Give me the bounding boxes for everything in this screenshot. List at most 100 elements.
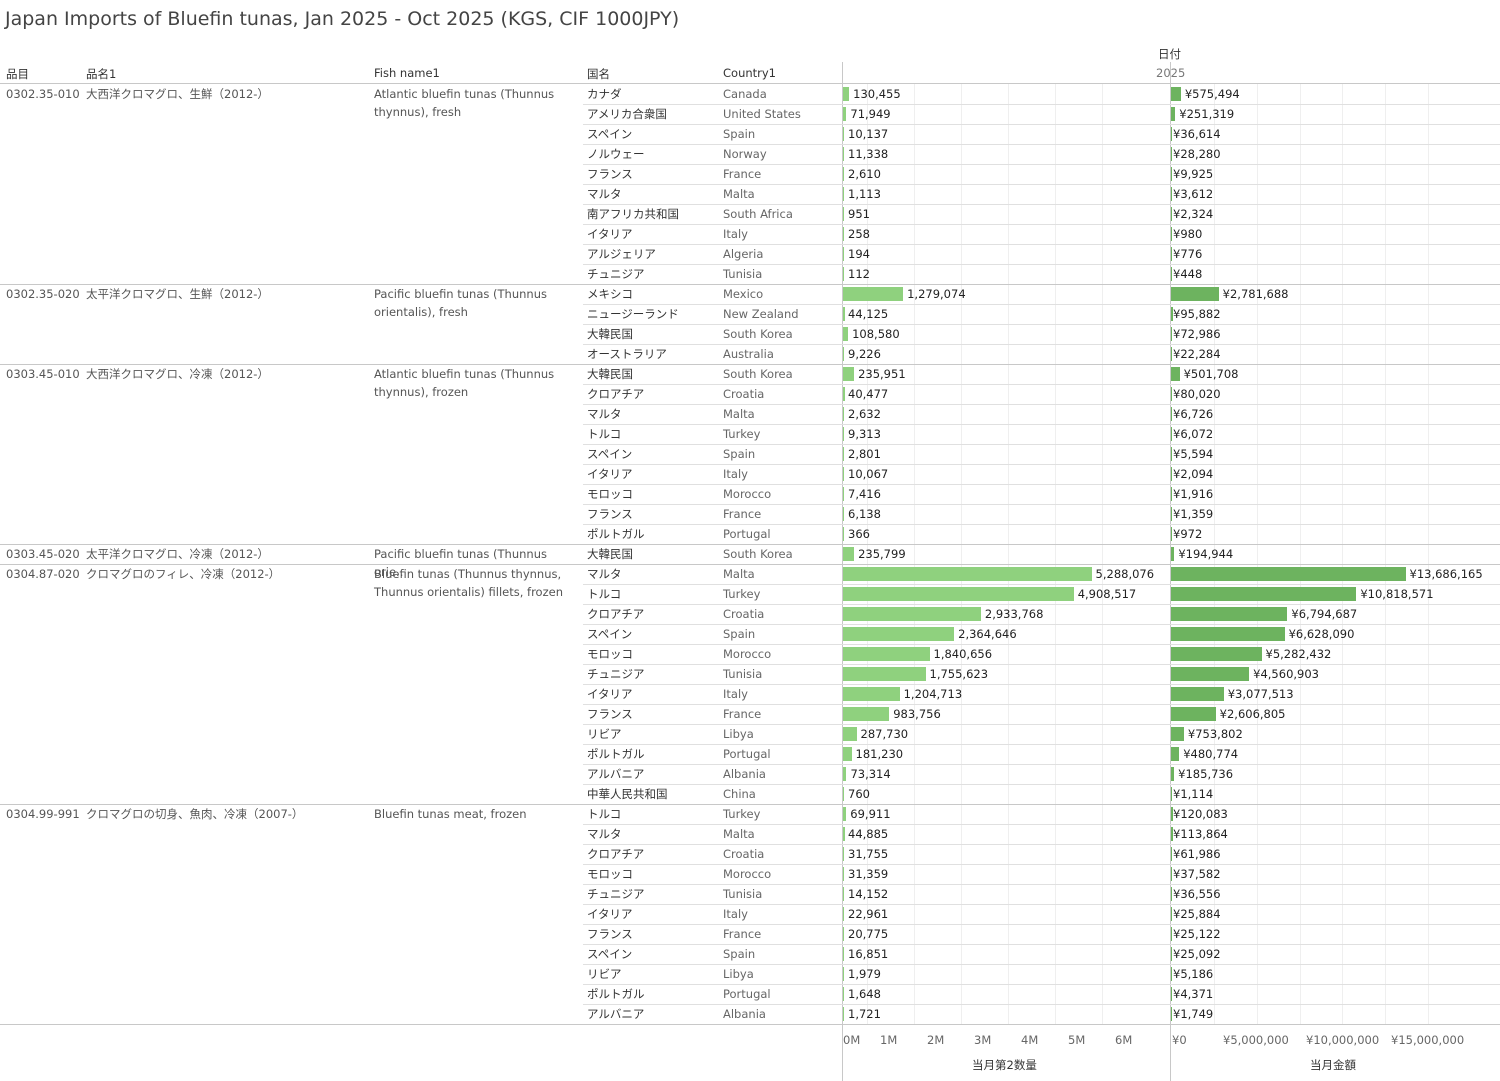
country-name-en[interactable]: France bbox=[723, 167, 762, 181]
code-column-header[interactable]: 品目 bbox=[6, 67, 29, 81]
qty-bar[interactable] bbox=[843, 387, 845, 401]
value-bar[interactable] bbox=[1171, 827, 1173, 841]
country-name-jp[interactable]: マルタ bbox=[587, 827, 622, 841]
value-bar[interactable] bbox=[1171, 447, 1172, 461]
country-name-jp[interactable]: イタリア bbox=[587, 467, 633, 481]
jname-column-header[interactable]: 品名1 bbox=[86, 67, 117, 81]
country-name-en[interactable]: Algeria bbox=[723, 247, 764, 261]
value-bar[interactable] bbox=[1171, 1007, 1172, 1021]
value-bar[interactable] bbox=[1171, 807, 1174, 821]
country-name-jp[interactable]: スペイン bbox=[587, 127, 633, 141]
value-bar[interactable] bbox=[1171, 907, 1172, 921]
country-name-jp[interactable]: イタリア bbox=[587, 227, 633, 241]
country-name-en[interactable]: Albania bbox=[723, 767, 766, 781]
qty-bar[interactable] bbox=[843, 107, 847, 121]
country-name-jp[interactable]: オーストラリア bbox=[587, 347, 667, 361]
qty-bar[interactable] bbox=[843, 667, 926, 681]
country-name-jp[interactable]: マルタ bbox=[587, 567, 622, 581]
country-name-jp[interactable]: フランス bbox=[587, 507, 633, 521]
country-name-jp[interactable]: 大韓民国 bbox=[587, 327, 633, 341]
country-name-jp[interactable]: ポルトガル bbox=[587, 527, 645, 541]
country-name-jp[interactable]: メキシコ bbox=[587, 287, 633, 301]
qty-bar[interactable] bbox=[843, 647, 930, 661]
value-bar[interactable] bbox=[1171, 407, 1172, 421]
value-bar[interactable] bbox=[1171, 227, 1172, 241]
qty-bar[interactable] bbox=[843, 187, 844, 201]
value-bar[interactable] bbox=[1171, 167, 1172, 181]
country-name-en[interactable]: France bbox=[723, 507, 762, 521]
qty-bar[interactable] bbox=[843, 147, 844, 161]
country-name-jp[interactable]: アメリカ合衆国 bbox=[587, 107, 667, 121]
value-bar[interactable] bbox=[1171, 107, 1176, 121]
country-name-jp[interactable]: ノルウェー bbox=[587, 147, 645, 161]
country-name-jp[interactable]: チュニジア bbox=[587, 667, 645, 681]
country-name-en[interactable]: New Zealand bbox=[723, 307, 799, 321]
country-name-en[interactable]: Albania bbox=[723, 1007, 766, 1021]
country-name-en[interactable]: Croatia bbox=[723, 387, 765, 401]
country-name-jp[interactable]: スペイン bbox=[587, 447, 633, 461]
value-bar[interactable] bbox=[1171, 467, 1172, 481]
country-name-en[interactable]: Libya bbox=[723, 727, 754, 741]
country-name-en[interactable]: South Africa bbox=[723, 207, 793, 221]
value-bar[interactable] bbox=[1171, 687, 1224, 701]
value-bar[interactable] bbox=[1171, 87, 1181, 101]
value-bar[interactable] bbox=[1171, 947, 1172, 961]
country-name-jp[interactable]: マルタ bbox=[587, 407, 622, 421]
value-bar[interactable] bbox=[1171, 567, 1406, 581]
value-bar[interactable] bbox=[1171, 507, 1172, 521]
country-name-en[interactable]: Spain bbox=[723, 947, 756, 961]
qty-bar[interactable] bbox=[843, 707, 890, 721]
country-name-jp[interactable]: スペイン bbox=[587, 947, 633, 961]
qty-bar[interactable] bbox=[843, 327, 849, 341]
country-name-en[interactable]: Malta bbox=[723, 187, 755, 201]
country-name-jp[interactable]: アルバニア bbox=[587, 1007, 645, 1021]
qty-bar[interactable] bbox=[843, 167, 844, 181]
country-name-jp[interactable]: イタリア bbox=[587, 907, 633, 921]
value-bar[interactable] bbox=[1171, 347, 1172, 361]
country-name-jp[interactable]: フランス bbox=[587, 927, 633, 941]
country-name-en[interactable]: Turkey bbox=[723, 587, 761, 601]
country-name-jp[interactable]: トルコ bbox=[587, 807, 622, 821]
country-name-jp[interactable]: チュニジア bbox=[587, 267, 645, 281]
country-name-jp[interactable]: モロッコ bbox=[587, 647, 633, 661]
country-name-jp[interactable]: 南アフリカ共和国 bbox=[587, 207, 679, 221]
value-bar[interactable] bbox=[1171, 247, 1172, 261]
country-name-jp[interactable]: クロアチア bbox=[587, 387, 645, 401]
qty-bar[interactable] bbox=[843, 967, 844, 981]
country-name-jp[interactable]: スペイン bbox=[587, 627, 633, 641]
country-name-jp[interactable]: リビア bbox=[587, 727, 622, 741]
value-bar[interactable] bbox=[1171, 267, 1172, 281]
country-name-en[interactable]: Norway bbox=[723, 147, 767, 161]
country-name-en[interactable]: France bbox=[723, 927, 762, 941]
qty-bar[interactable] bbox=[843, 127, 844, 141]
country-name-en[interactable]: Italy bbox=[723, 687, 748, 701]
value-bar[interactable] bbox=[1171, 327, 1173, 341]
country-name-en[interactable]: Croatia bbox=[723, 847, 765, 861]
qty-bar[interactable] bbox=[843, 87, 850, 101]
country-name-jp[interactable]: クロアチア bbox=[587, 847, 645, 861]
country-name-jp[interactable]: トルコ bbox=[587, 427, 622, 441]
qty-bar[interactable] bbox=[843, 567, 1092, 581]
qty-bar[interactable] bbox=[843, 867, 845, 881]
qty-bar[interactable] bbox=[843, 727, 857, 741]
value-bar[interactable] bbox=[1171, 207, 1172, 221]
country-name-jp[interactable]: カナダ bbox=[587, 87, 622, 101]
country-name-en[interactable]: Italy bbox=[723, 467, 748, 481]
country-name-en[interactable]: Tunisia bbox=[723, 267, 763, 281]
qty-bar[interactable] bbox=[843, 787, 844, 801]
qty-bar[interactable] bbox=[843, 607, 981, 621]
country-name-jp[interactable]: 大韓民国 bbox=[587, 547, 633, 561]
country-name-jp[interactable]: ニュージーランド bbox=[587, 307, 679, 321]
qty-bar[interactable] bbox=[843, 307, 846, 321]
qty-bar[interactable] bbox=[843, 527, 844, 541]
value-bar[interactable] bbox=[1171, 647, 1262, 661]
qty-bar[interactable] bbox=[843, 987, 844, 1001]
country-name-en[interactable]: Tunisia bbox=[723, 667, 763, 681]
value-bar[interactable] bbox=[1171, 967, 1172, 981]
value-bar[interactable] bbox=[1171, 287, 1219, 301]
qty-bar[interactable] bbox=[843, 1007, 844, 1021]
country-name-jp[interactable]: トルコ bbox=[587, 587, 622, 601]
country-name-en[interactable]: Morocco bbox=[723, 647, 772, 661]
value-bar[interactable] bbox=[1171, 307, 1173, 321]
qty-bar[interactable] bbox=[843, 247, 844, 261]
